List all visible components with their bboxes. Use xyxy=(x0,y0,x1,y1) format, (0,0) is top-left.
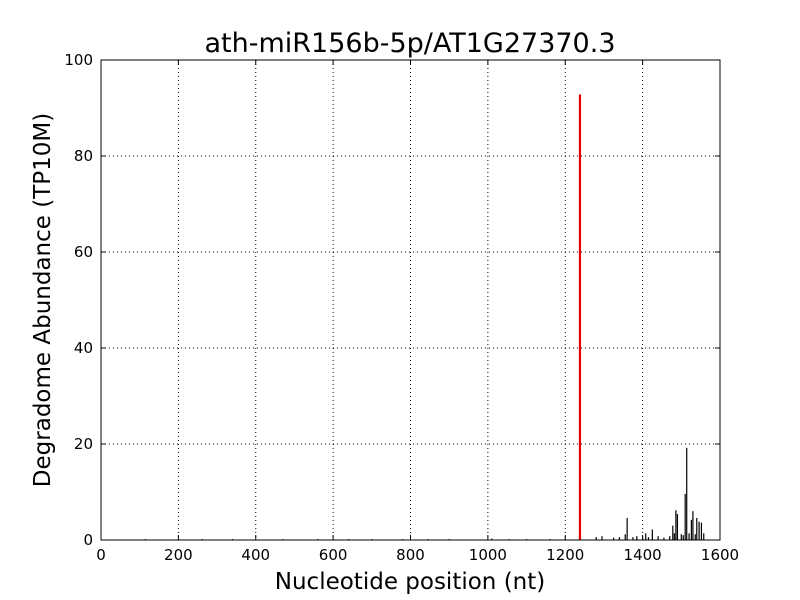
y-tick-label: 60 xyxy=(74,243,93,261)
x-tick-label: 400 xyxy=(241,546,270,564)
y-tick-label: 100 xyxy=(64,51,93,69)
x-tick-label: 800 xyxy=(396,546,425,564)
grid xyxy=(101,60,720,540)
x-axis-ticks: 0 200 400 600 800 1000 1200 1400 1600 xyxy=(96,60,739,564)
x-tick-label: 1400 xyxy=(624,546,662,564)
y-axis-label: Degradome Abundance (TP10M) xyxy=(30,113,56,487)
y-tick-label: 80 xyxy=(74,147,93,165)
x-tick-label: 0 xyxy=(96,546,106,564)
x-tick-label: 600 xyxy=(319,546,348,564)
x-tick-label: 200 xyxy=(164,546,193,564)
y-tick-label: 0 xyxy=(83,531,93,549)
x-axis-label: Nucleotide position (nt) xyxy=(275,569,545,595)
x-tick-label: 1600 xyxy=(701,546,739,564)
x-tick-label: 1000 xyxy=(469,546,507,564)
x-tick-label: 1200 xyxy=(546,546,584,564)
chart-title: ath-miR156b-5p/AT1G27370.3 xyxy=(205,28,616,59)
y-tick-label: 40 xyxy=(74,339,93,357)
y-tick-label: 20 xyxy=(74,435,93,453)
y-axis-ticks: 0 20 40 60 80 100 xyxy=(64,51,720,549)
